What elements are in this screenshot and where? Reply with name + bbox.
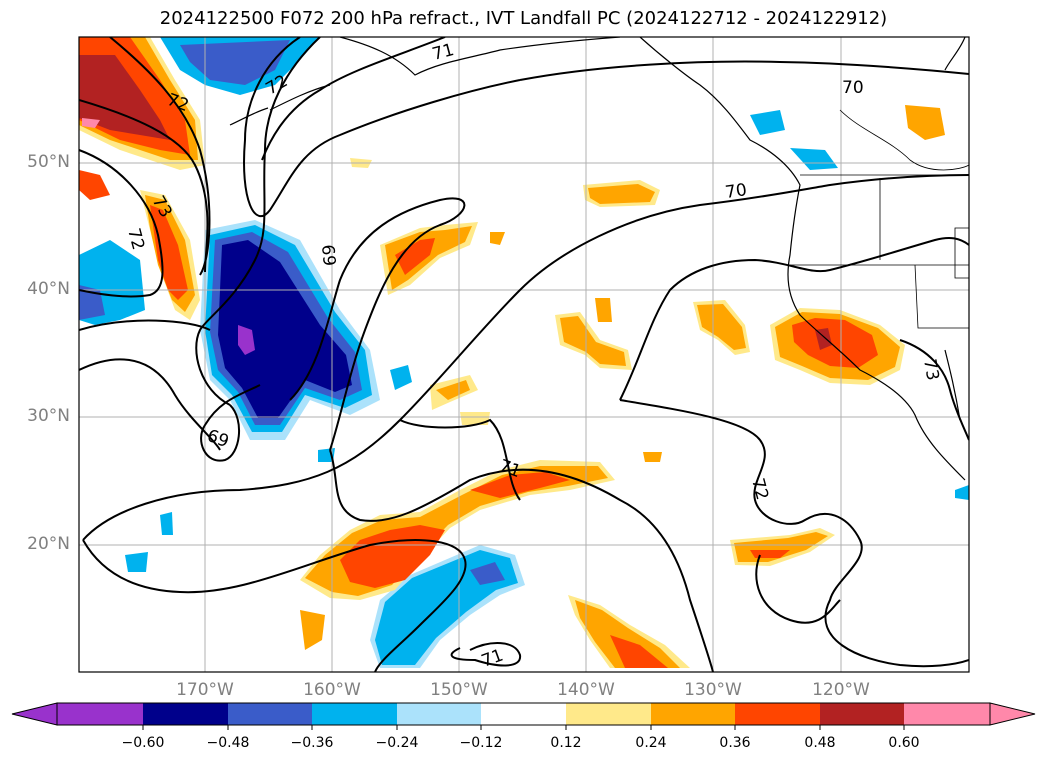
contour-label: 72 <box>747 476 772 502</box>
lat-label: 40°N <box>27 279 70 299</box>
lat-label: 30°N <box>27 406 70 426</box>
state-borders <box>785 109 969 329</box>
colorbar-swatch <box>904 703 990 725</box>
contour-label: 69 <box>317 244 339 267</box>
contour-label: 69 <box>204 426 231 452</box>
lon-label: 140°W <box>557 680 615 700</box>
contour-label: 72 <box>123 226 148 252</box>
colorbar-tick-label: −0.36 <box>290 735 334 751</box>
colorbar-tick-label: 0.12 <box>550 735 582 751</box>
colorbar-swatch <box>312 703 397 725</box>
map-title: 2024122500 F072 200 hPa refract., IVT La… <box>159 8 888 29</box>
colorbar-tick-label: −0.24 <box>375 735 419 751</box>
warm-anomaly-california <box>770 308 905 385</box>
refractivity-contours <box>79 37 969 672</box>
colorbar-swatch <box>57 703 143 725</box>
contour-label: 70 <box>842 78 864 98</box>
lat-label: 50°N <box>27 152 70 172</box>
colorbar-swatch <box>397 703 481 725</box>
contour-label: 73 <box>919 357 942 382</box>
colorbar-swatch <box>143 703 228 725</box>
lon-label: 150°W <box>430 680 488 700</box>
lat-label: 20°N <box>27 534 70 554</box>
lon-label: 130°W <box>684 680 742 700</box>
colorbar-extend-low <box>11 702 58 726</box>
warm-anomaly-central <box>300 105 945 668</box>
colorbar <box>11 702 1036 730</box>
colorbar-tick-label: 0.48 <box>804 735 836 751</box>
colorbar-tick-label: −0.48 <box>206 735 250 751</box>
colorbar-swatch <box>566 703 651 725</box>
colorbar-tick-label: −0.12 <box>459 735 503 751</box>
warm-anomaly-northwest <box>79 37 205 320</box>
colorbar-swatch <box>228 703 312 725</box>
colorbar-tick-label: 0.60 <box>888 735 920 751</box>
colorbar-tick-label: 0.24 <box>635 735 667 751</box>
map-frame <box>78 36 970 673</box>
colorbar-swatch <box>481 703 566 725</box>
cold-anomaly-streak <box>79 37 969 668</box>
shading-layer <box>79 37 969 668</box>
lon-label: 170°W <box>176 680 234 700</box>
lon-label: 160°W <box>303 680 361 700</box>
colorbar-tick-label: 0.36 <box>719 735 751 751</box>
graticule <box>79 37 969 672</box>
coastlines <box>229 37 966 481</box>
contour-label: 70 <box>724 180 748 203</box>
colorbar-extend-high <box>989 702 1036 726</box>
colorbar-tick-label: −0.60 <box>121 735 165 751</box>
colorbar-swatch <box>735 703 820 725</box>
contour-label: 71 <box>479 646 506 672</box>
colorbar-frame <box>56 702 991 726</box>
colorbar-swatch <box>651 703 735 725</box>
lon-label: 120°W <box>812 680 870 700</box>
colorbar-swatch <box>820 703 904 725</box>
